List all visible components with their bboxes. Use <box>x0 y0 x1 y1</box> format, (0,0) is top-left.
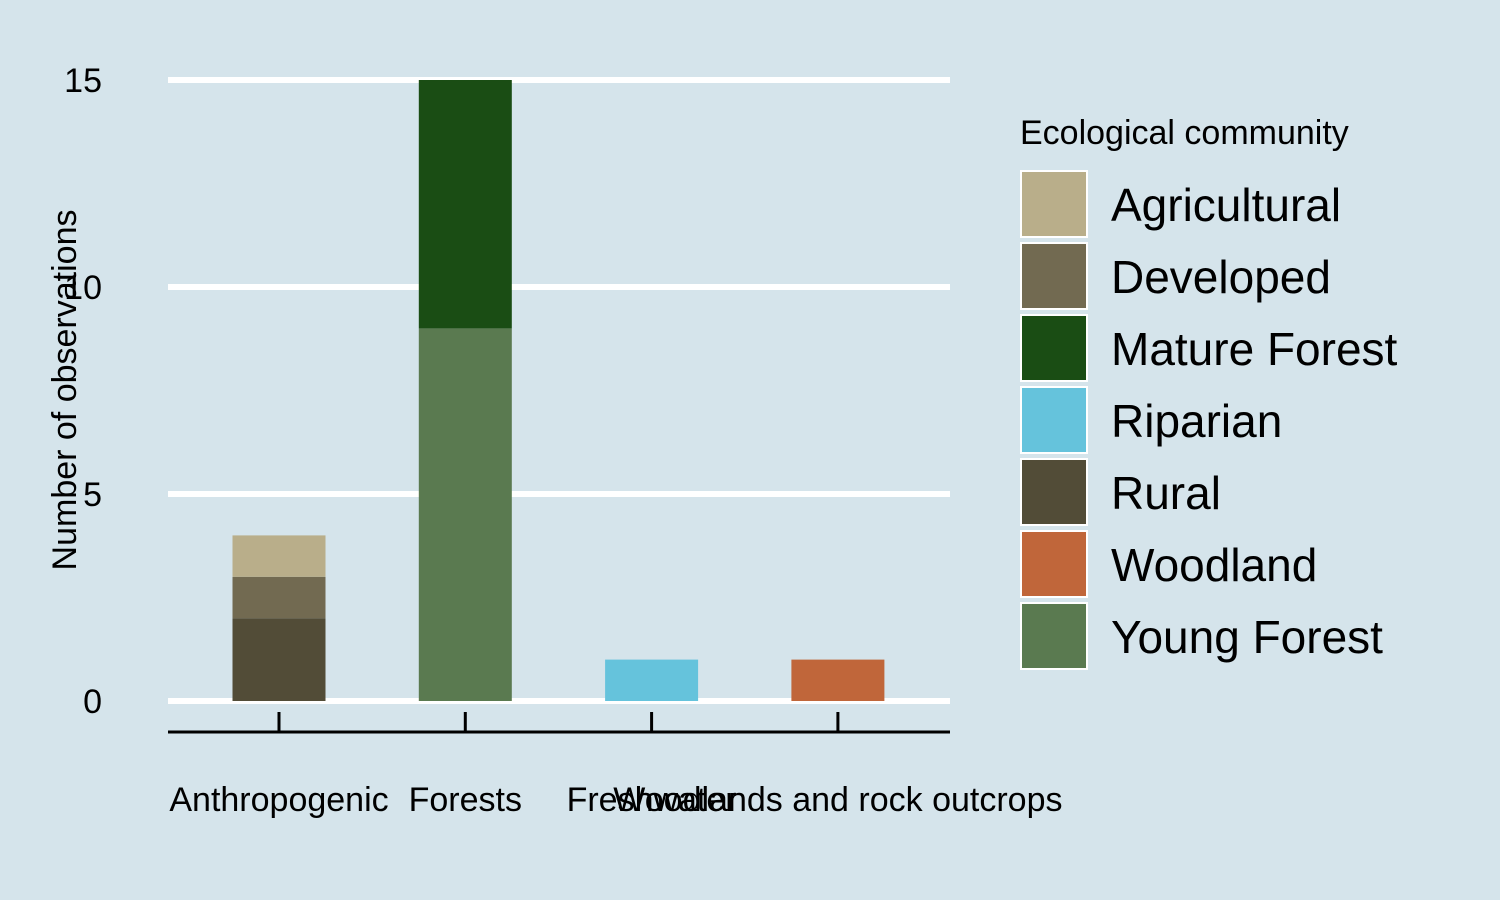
y-axis-ticks: 0 5 10 15 <box>64 62 102 721</box>
bar-anthropogenic-agricultural <box>232 535 326 577</box>
bars <box>232 80 885 701</box>
legend-swatch <box>1020 170 1088 238</box>
x-tick-label: Forests <box>409 781 522 819</box>
bar-woodlands-and-rock-outcrops-woodland <box>791 659 885 701</box>
legend-swatch <box>1020 602 1088 670</box>
legend-label: Woodland <box>1111 539 1317 591</box>
bar-forests-young-forest <box>418 328 512 701</box>
y-tick-label: 15 <box>64 62 102 100</box>
legend: Ecological community Agricultural Develop… <box>1020 114 1398 670</box>
legend-label: Agricultural <box>1111 179 1341 231</box>
y-tick-label: 5 <box>83 476 102 514</box>
legend-title: Ecological community <box>1020 114 1349 152</box>
legend-swatch <box>1020 242 1088 310</box>
legend-label: Riparian <box>1111 395 1282 447</box>
x-tick-label: Woodlands and rock outcrops <box>613 781 1062 819</box>
x-tick-label: Freshwater <box>567 781 737 819</box>
legend-swatch <box>1020 458 1088 526</box>
legend-swatch <box>1020 314 1088 382</box>
bar-forests-mature-forest <box>418 80 512 329</box>
bar-anthropogenic-rural <box>232 618 326 701</box>
legend-label: Rural <box>1111 467 1221 519</box>
legend-label: Mature Forest <box>1111 323 1398 375</box>
y-tick-label: 10 <box>64 269 102 307</box>
bar-anthropogenic-developed <box>232 576 326 619</box>
y-axis-label: Number of observations <box>46 210 84 571</box>
bar-freshwater-riparian <box>605 659 699 701</box>
y-tick-label: 0 <box>83 683 102 721</box>
x-tick-label: Anthropogenic <box>169 781 388 819</box>
legend-label: Developed <box>1111 251 1331 303</box>
legend-swatch <box>1020 386 1088 454</box>
legend-swatch <box>1020 530 1088 598</box>
x-axis: Anthropogenic Forests FreshwaterWoodlands … <box>168 712 1063 819</box>
legend-label: Young Forest <box>1111 611 1383 663</box>
